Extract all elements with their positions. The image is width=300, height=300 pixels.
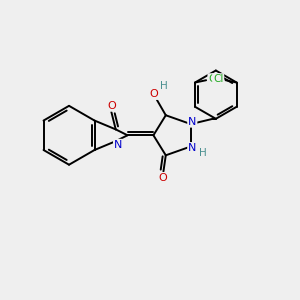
Text: O: O (149, 89, 158, 99)
Text: H: H (160, 81, 167, 92)
Text: N: N (188, 143, 196, 153)
Text: O: O (158, 173, 167, 183)
Text: Cl: Cl (213, 74, 224, 84)
Text: O: O (107, 101, 116, 111)
Text: H: H (199, 148, 207, 158)
Text: N: N (188, 117, 196, 127)
Text: Cl: Cl (208, 74, 219, 84)
Text: N: N (114, 140, 122, 150)
